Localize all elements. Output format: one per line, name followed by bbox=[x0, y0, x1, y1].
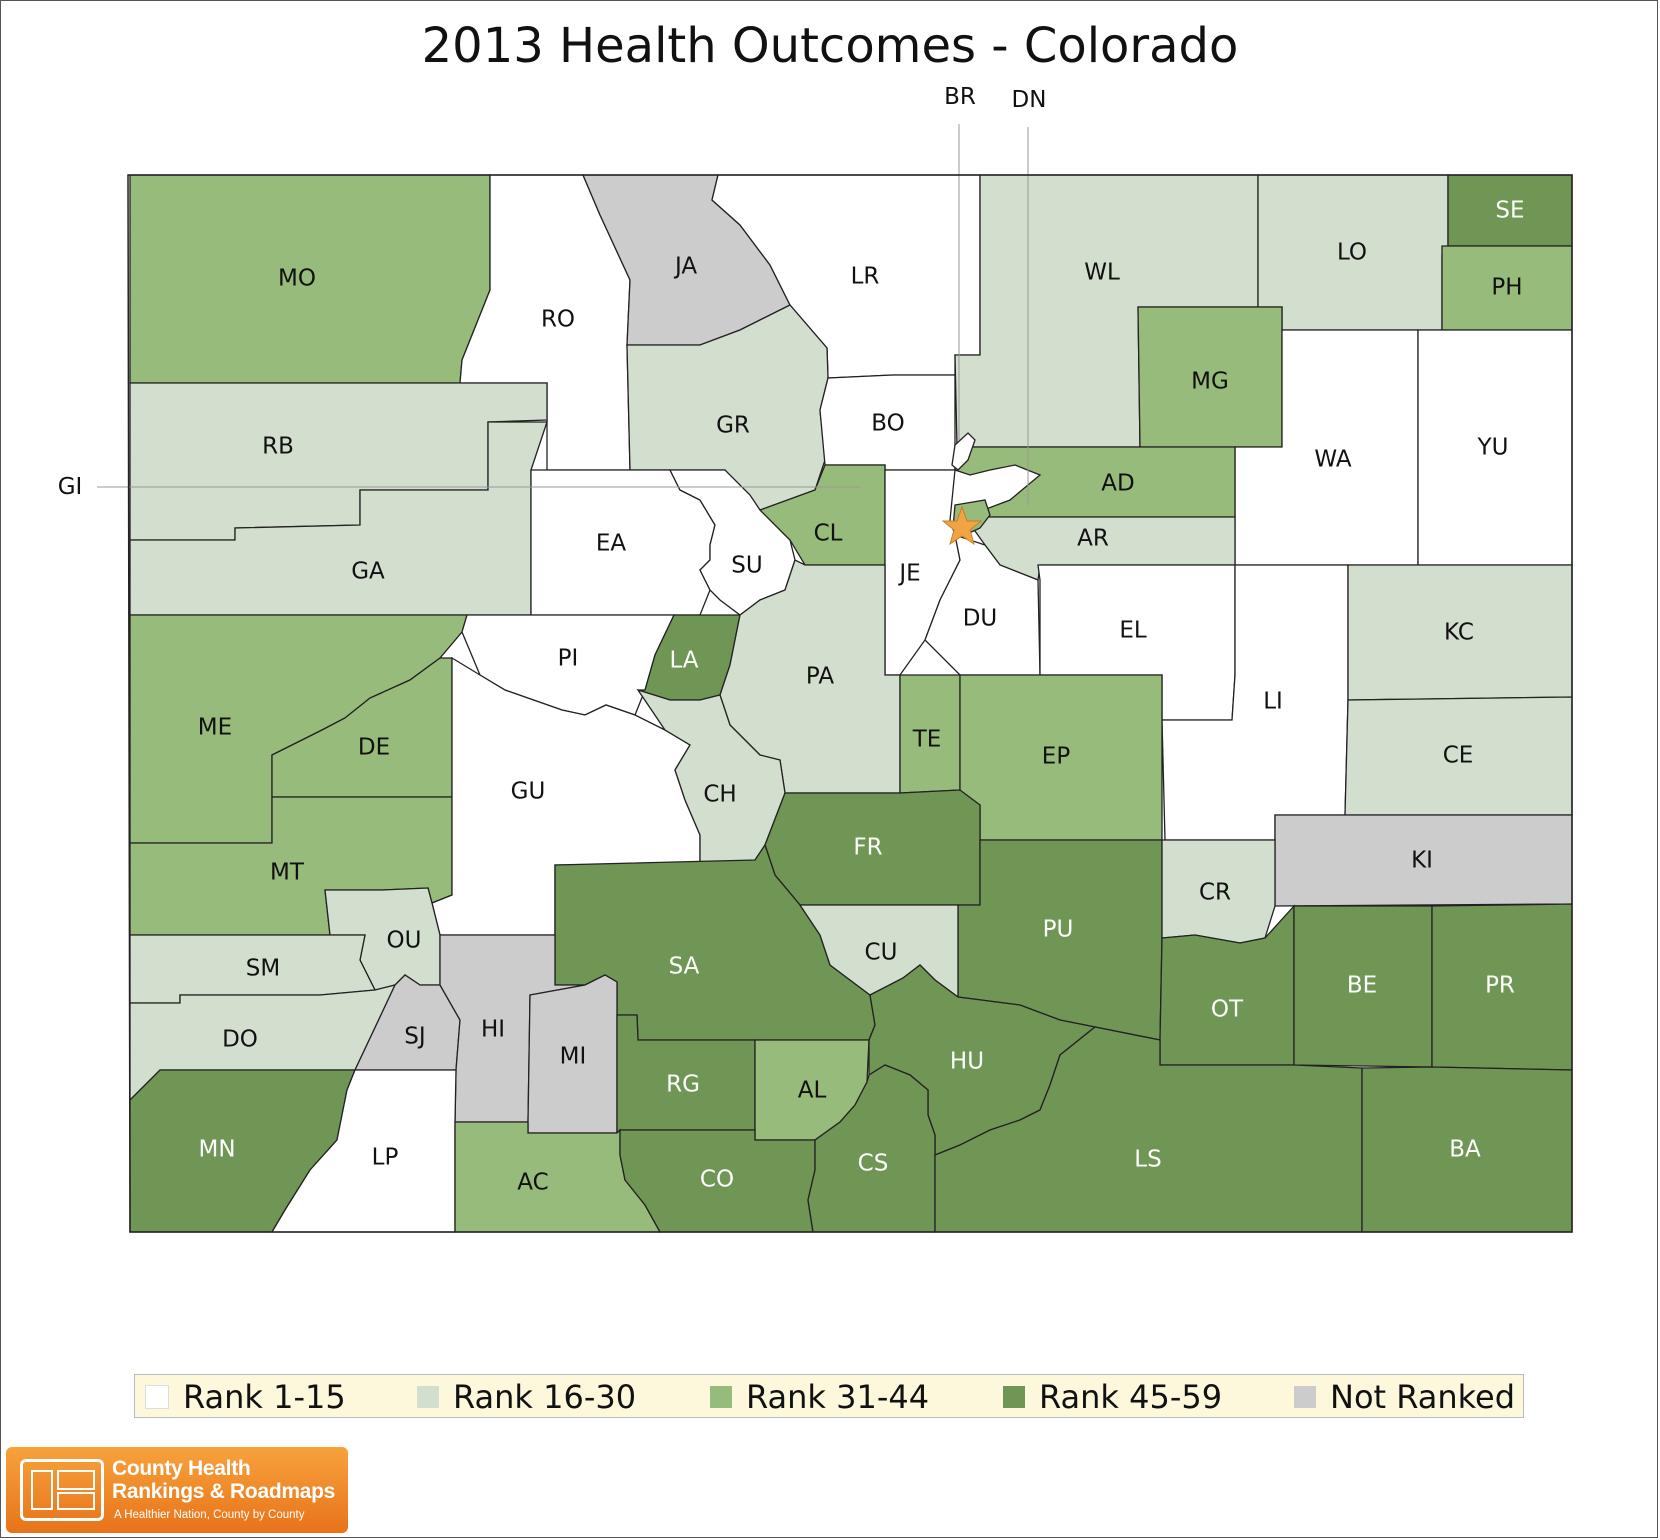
legend-swatch bbox=[417, 1386, 439, 1408]
county-label-ro: RO bbox=[541, 307, 575, 333]
county-label-co: CO bbox=[700, 1167, 734, 1193]
county-label-ac: AC bbox=[517, 1170, 548, 1196]
legend-label: Not Ranked bbox=[1330, 1378, 1516, 1416]
legend-swatch bbox=[1003, 1386, 1025, 1408]
legend-swatch bbox=[145, 1385, 169, 1409]
county-label-ce: CE bbox=[1443, 743, 1474, 769]
county-label-ch: CH bbox=[703, 782, 736, 808]
county-label-hu: HU bbox=[950, 1049, 984, 1075]
county-label-mg: MG bbox=[1191, 369, 1229, 395]
legend-swatch bbox=[710, 1386, 732, 1408]
legend-item: Rank 1-15 bbox=[145, 1375, 346, 1419]
county-label-gr: GR bbox=[716, 413, 750, 439]
county-label-mo: MO bbox=[278, 266, 316, 292]
legend: Rank 1-15 Rank 16-30 Rank 31-44 Rank 45-59 N… bbox=[134, 1374, 1524, 1418]
county-label-li: LI bbox=[1263, 689, 1283, 715]
callout-label-br: BR bbox=[944, 84, 976, 110]
callout-label-dn: DN bbox=[1012, 87, 1047, 113]
county-label-ou: OU bbox=[387, 928, 422, 954]
county-label-cl: CL bbox=[814, 521, 843, 547]
county-label-je: JE bbox=[897, 561, 920, 587]
county-label-be: BE bbox=[1347, 973, 1377, 999]
county-label-ad: AD bbox=[1101, 471, 1134, 497]
county-label-sa: SA bbox=[669, 954, 700, 980]
county-label-wa: WA bbox=[1314, 447, 1351, 473]
county-label-wl: WL bbox=[1084, 260, 1120, 286]
map-title: 2013 Health Outcomes - Colorado bbox=[421, 18, 1239, 74]
county-label-pi: PI bbox=[558, 646, 579, 672]
county-label-ba: BA bbox=[1449, 1137, 1481, 1163]
county-label-fr: FR bbox=[853, 835, 882, 861]
county-label-ls: LS bbox=[1134, 1147, 1161, 1173]
county-label-gu: GU bbox=[511, 779, 546, 805]
county-label-ar: AR bbox=[1077, 526, 1109, 552]
state-capital-star-icon bbox=[941, 505, 983, 546]
county-label-pr: PR bbox=[1485, 973, 1515, 999]
county-label-lp: LP bbox=[372, 1145, 399, 1171]
county-label-cr: CR bbox=[1199, 880, 1231, 906]
county-label-cs: CS bbox=[858, 1151, 889, 1177]
county-label-ga: GA bbox=[351, 559, 385, 585]
logo-grid-icon bbox=[20, 1459, 104, 1521]
legend-item: Rank 45-59 bbox=[1003, 1375, 1222, 1419]
legend-label: Rank 16-30 bbox=[453, 1378, 637, 1416]
county-label-du: DU bbox=[963, 606, 998, 632]
county-label-yu: YU bbox=[1477, 435, 1509, 461]
legend-label: Rank 1-15 bbox=[183, 1378, 346, 1416]
legend-label: Rank 31-44 bbox=[746, 1378, 930, 1416]
county-label-sm: SM bbox=[246, 956, 280, 982]
county-label-ot: OT bbox=[1211, 997, 1244, 1023]
chr-logo: County Health Rankings & Roadmaps A Heal… bbox=[6, 1447, 348, 1533]
county-label-la: LA bbox=[669, 648, 698, 674]
county-label-ph: PH bbox=[1491, 275, 1522, 301]
county-label-de: DE bbox=[358, 735, 390, 761]
colorado-county-map: MO RO JA LR WL LO SE PH RB GA GR BO MG WA YU EA SU CL JE AD… bbox=[58, 84, 1573, 1233]
county-label-el: EL bbox=[1119, 618, 1147, 644]
county-label-mi: MI bbox=[560, 1044, 587, 1070]
county-label-lo: LO bbox=[1337, 240, 1367, 266]
logo-line-1: County Health bbox=[112, 1457, 251, 1480]
county-label-cu: CU bbox=[865, 940, 898, 966]
county-lp[interactable] bbox=[270, 1069, 457, 1233]
county-ad[interactable] bbox=[954, 446, 1236, 518]
county-label-ja: JA bbox=[673, 254, 697, 280]
county-label-kc: KC bbox=[1444, 620, 1474, 646]
county-label-bo: BO bbox=[871, 411, 904, 437]
legend-item: Rank 31-44 bbox=[710, 1375, 929, 1419]
county-label-rg: RG bbox=[666, 1072, 700, 1098]
county-label-ki: KI bbox=[1411, 848, 1433, 874]
state-outline bbox=[127, 174, 1573, 1233]
callout-label-gi: GI bbox=[58, 474, 83, 500]
county-label-ea: EA bbox=[596, 531, 627, 557]
county-label-me: ME bbox=[198, 715, 232, 741]
county-label-do: DO bbox=[222, 1027, 258, 1053]
legend-label: Rank 45-59 bbox=[1039, 1378, 1223, 1416]
county-br[interactable] bbox=[951, 432, 976, 471]
county-label-ep: EP bbox=[1042, 744, 1071, 770]
county-label-pa: PA bbox=[806, 664, 834, 690]
county-label-se: SE bbox=[1495, 198, 1524, 224]
logo-tagline: A Healthier Nation, County by County bbox=[114, 1509, 305, 1521]
county-label-hi: HI bbox=[481, 1017, 505, 1043]
county-cs[interactable] bbox=[807, 1064, 936, 1233]
county-label-al: AL bbox=[798, 1078, 827, 1104]
county-label-lr: LR bbox=[851, 264, 880, 290]
logo-line-2: Rankings & Roadmaps bbox=[112, 1480, 336, 1503]
legend-swatch bbox=[1294, 1386, 1316, 1408]
legend-item: Rank 16-30 bbox=[417, 1375, 636, 1419]
county-label-sj: SJ bbox=[404, 1024, 425, 1050]
county-label-te: TE bbox=[912, 727, 942, 753]
county-label-pu: PU bbox=[1043, 917, 1074, 943]
county-label-rb: RB bbox=[262, 434, 294, 460]
county-label-su: SU bbox=[731, 553, 762, 579]
legend-item: Not Ranked bbox=[1294, 1375, 1515, 1419]
county-label-mn: MN bbox=[198, 1137, 235, 1163]
county-label-mt: MT bbox=[270, 860, 305, 886]
